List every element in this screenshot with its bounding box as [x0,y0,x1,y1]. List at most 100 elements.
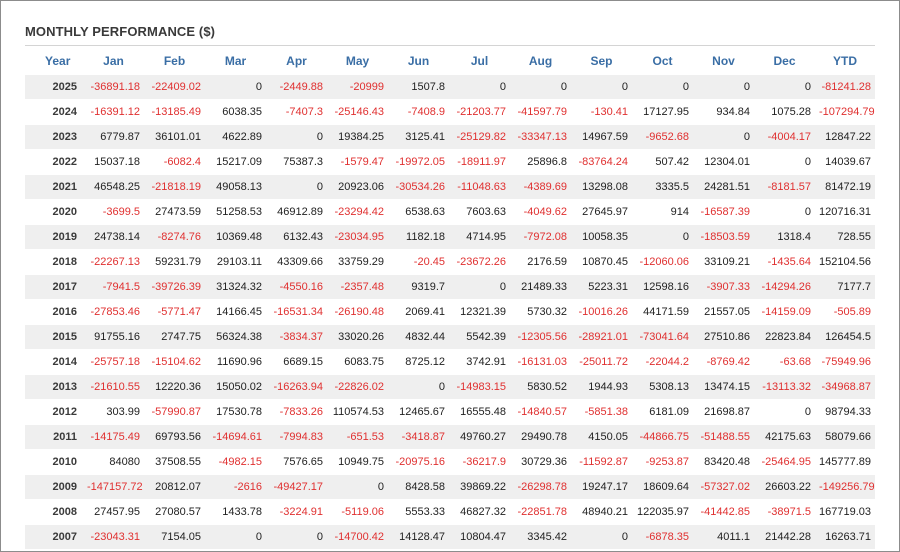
month-value-cell: -16587.39 [693,199,754,225]
month-value-cell: -5771.47 [144,299,205,325]
year-cell: 2017 [25,274,83,300]
month-value-cell: 5308.13 [632,374,693,400]
month-value-cell: -7972.08 [510,224,571,250]
month-value-cell: 20923.06 [327,174,388,200]
month-value-cell: 0 [266,524,327,549]
month-value-cell: -4982.15 [205,449,266,475]
year-cell: 2009 [25,474,83,500]
table-row: 2013 -21610.55 12220.36 15050.02 -16263.94 -2… [25,374,875,400]
month-value-cell: 10870.45 [571,249,632,275]
month-value-cell: 48940.21 [571,499,632,525]
month-value-cell: -25011.72 [571,349,632,375]
month-value-cell: -49427.17 [266,474,327,500]
month-value-cell: -39726.39 [144,274,205,300]
month-value-cell: 59231.79 [144,249,205,275]
month-value-cell: -44866.75 [632,424,693,450]
year-cell: 2011 [25,424,83,450]
month-value-cell: -14175.49 [83,424,144,450]
table-row: 2022 15037.18 -6082.4 15217.09 75387.3 -1579.… [25,149,875,175]
month-value-cell: 12598.16 [632,274,693,300]
month-value-cell: 33759.29 [327,249,388,275]
month-value-cell: -3418.87 [388,424,449,450]
year-cell: 2012 [25,399,83,425]
ytd-cell: 120716.31 [815,199,875,225]
column-header-year: Year [45,53,71,68]
month-value-cell: 16555.48 [449,399,510,425]
month-value-cell: 46548.25 [83,174,144,200]
month-value-cell: 0 [693,124,754,150]
ytd-cell: 12847.22 [815,124,875,150]
year-cell: 2013 [25,374,83,400]
ytd-cell: 145777.89 [815,449,875,475]
month-value-cell: -14840.57 [510,399,571,425]
month-value-cell: 0 [632,74,693,100]
year-cell: 2007 [25,524,83,549]
ytd-cell: 167719.03 [815,499,875,525]
month-value-cell: -16391.12 [83,99,144,125]
month-value-cell: 20812.07 [144,474,205,500]
month-value-cell: -23034.95 [327,224,388,250]
ytd-cell: -107294.79 [815,99,875,125]
month-value-cell: 934.84 [693,99,754,125]
month-value-cell: 33109.21 [693,249,754,275]
column-header-oct: Oct [652,53,673,68]
month-value-cell: 2747.75 [144,324,205,350]
table-header-row: Year Jan Feb Mar Apr May Jun Jul Aug Sep Oct Nov Dec… [25,47,875,75]
month-value-cell: 27645.97 [571,199,632,225]
month-value-cell: -13113.32 [754,374,815,400]
month-value-cell: -25464.95 [754,449,815,475]
month-value-cell: 56324.38 [205,324,266,350]
month-value-cell: 6779.87 [83,124,144,150]
month-value-cell: -14694.61 [205,424,266,450]
month-value-cell: 91755.16 [83,324,144,350]
month-value-cell: 3742.91 [449,349,510,375]
table-row: 2024 -16391.12 -13185.49 6038.35 -7407.3 -251… [25,99,875,125]
month-value-cell: -26190.48 [327,299,388,325]
month-value-cell: 4150.05 [571,424,632,450]
table-row: 2014 -25757.18 -15104.62 11690.96 6689.15 608… [25,349,875,375]
month-value-cell: 3125.41 [388,124,449,150]
month-value-cell: 2069.41 [388,299,449,325]
month-value-cell: 6689.15 [266,349,327,375]
month-value-cell: 25896.8 [510,149,571,175]
month-value-cell: -1579.47 [327,149,388,175]
month-value-cell: 0 [693,74,754,100]
month-value-cell: 10804.47 [449,524,510,549]
month-value-cell: -14700.42 [327,524,388,549]
month-value-cell: 11690.96 [205,349,266,375]
month-value-cell: 13474.15 [693,374,754,400]
month-value-cell: -36217.9 [449,449,510,475]
month-value-cell: 4011.1 [693,524,754,549]
month-value-cell: -6878.35 [632,524,693,549]
month-value-cell: 24738.14 [83,224,144,250]
month-value-cell: -26298.78 [510,474,571,500]
ytd-cell: -75949.96 [815,349,875,375]
month-value-cell: 10949.75 [327,449,388,475]
month-value-cell: -3224.91 [266,499,327,525]
month-value-cell: 0 [510,74,571,100]
month-value-cell: 69793.56 [144,424,205,450]
month-value-cell: 42175.63 [754,424,815,450]
table-row: 2020 -3699.5 27473.59 51258.53 46912.89 -2329… [25,199,875,225]
month-value-cell: 0 [388,374,449,400]
month-value-cell: 0 [754,199,815,225]
month-value-cell: -14294.26 [754,274,815,300]
table-row: 2016 -27853.46 -5771.47 14166.45 -16531.34 -2… [25,299,875,325]
table-body: 2025 -36891.18 -22409.02 0 -2449.88 -20999 150… [25,74,875,549]
column-header-mar: Mar [224,53,247,68]
month-value-cell: -7994.83 [266,424,327,450]
year-cell: 2022 [25,149,83,175]
month-value-cell: 13298.08 [571,174,632,200]
year-cell: 2018 [25,249,83,275]
month-value-cell: -5851.38 [571,399,632,425]
column-header-jul: Jul [470,53,489,68]
month-value-cell: 0 [571,524,632,549]
month-value-cell: -10016.26 [571,299,632,325]
month-value-cell: 2176.59 [510,249,571,275]
month-value-cell: -2357.48 [327,274,388,300]
month-value-cell: -7408.9 [388,99,449,125]
year-cell: 2010 [25,449,83,475]
month-value-cell: -8181.57 [754,174,815,200]
month-value-cell: 44171.59 [632,299,693,325]
